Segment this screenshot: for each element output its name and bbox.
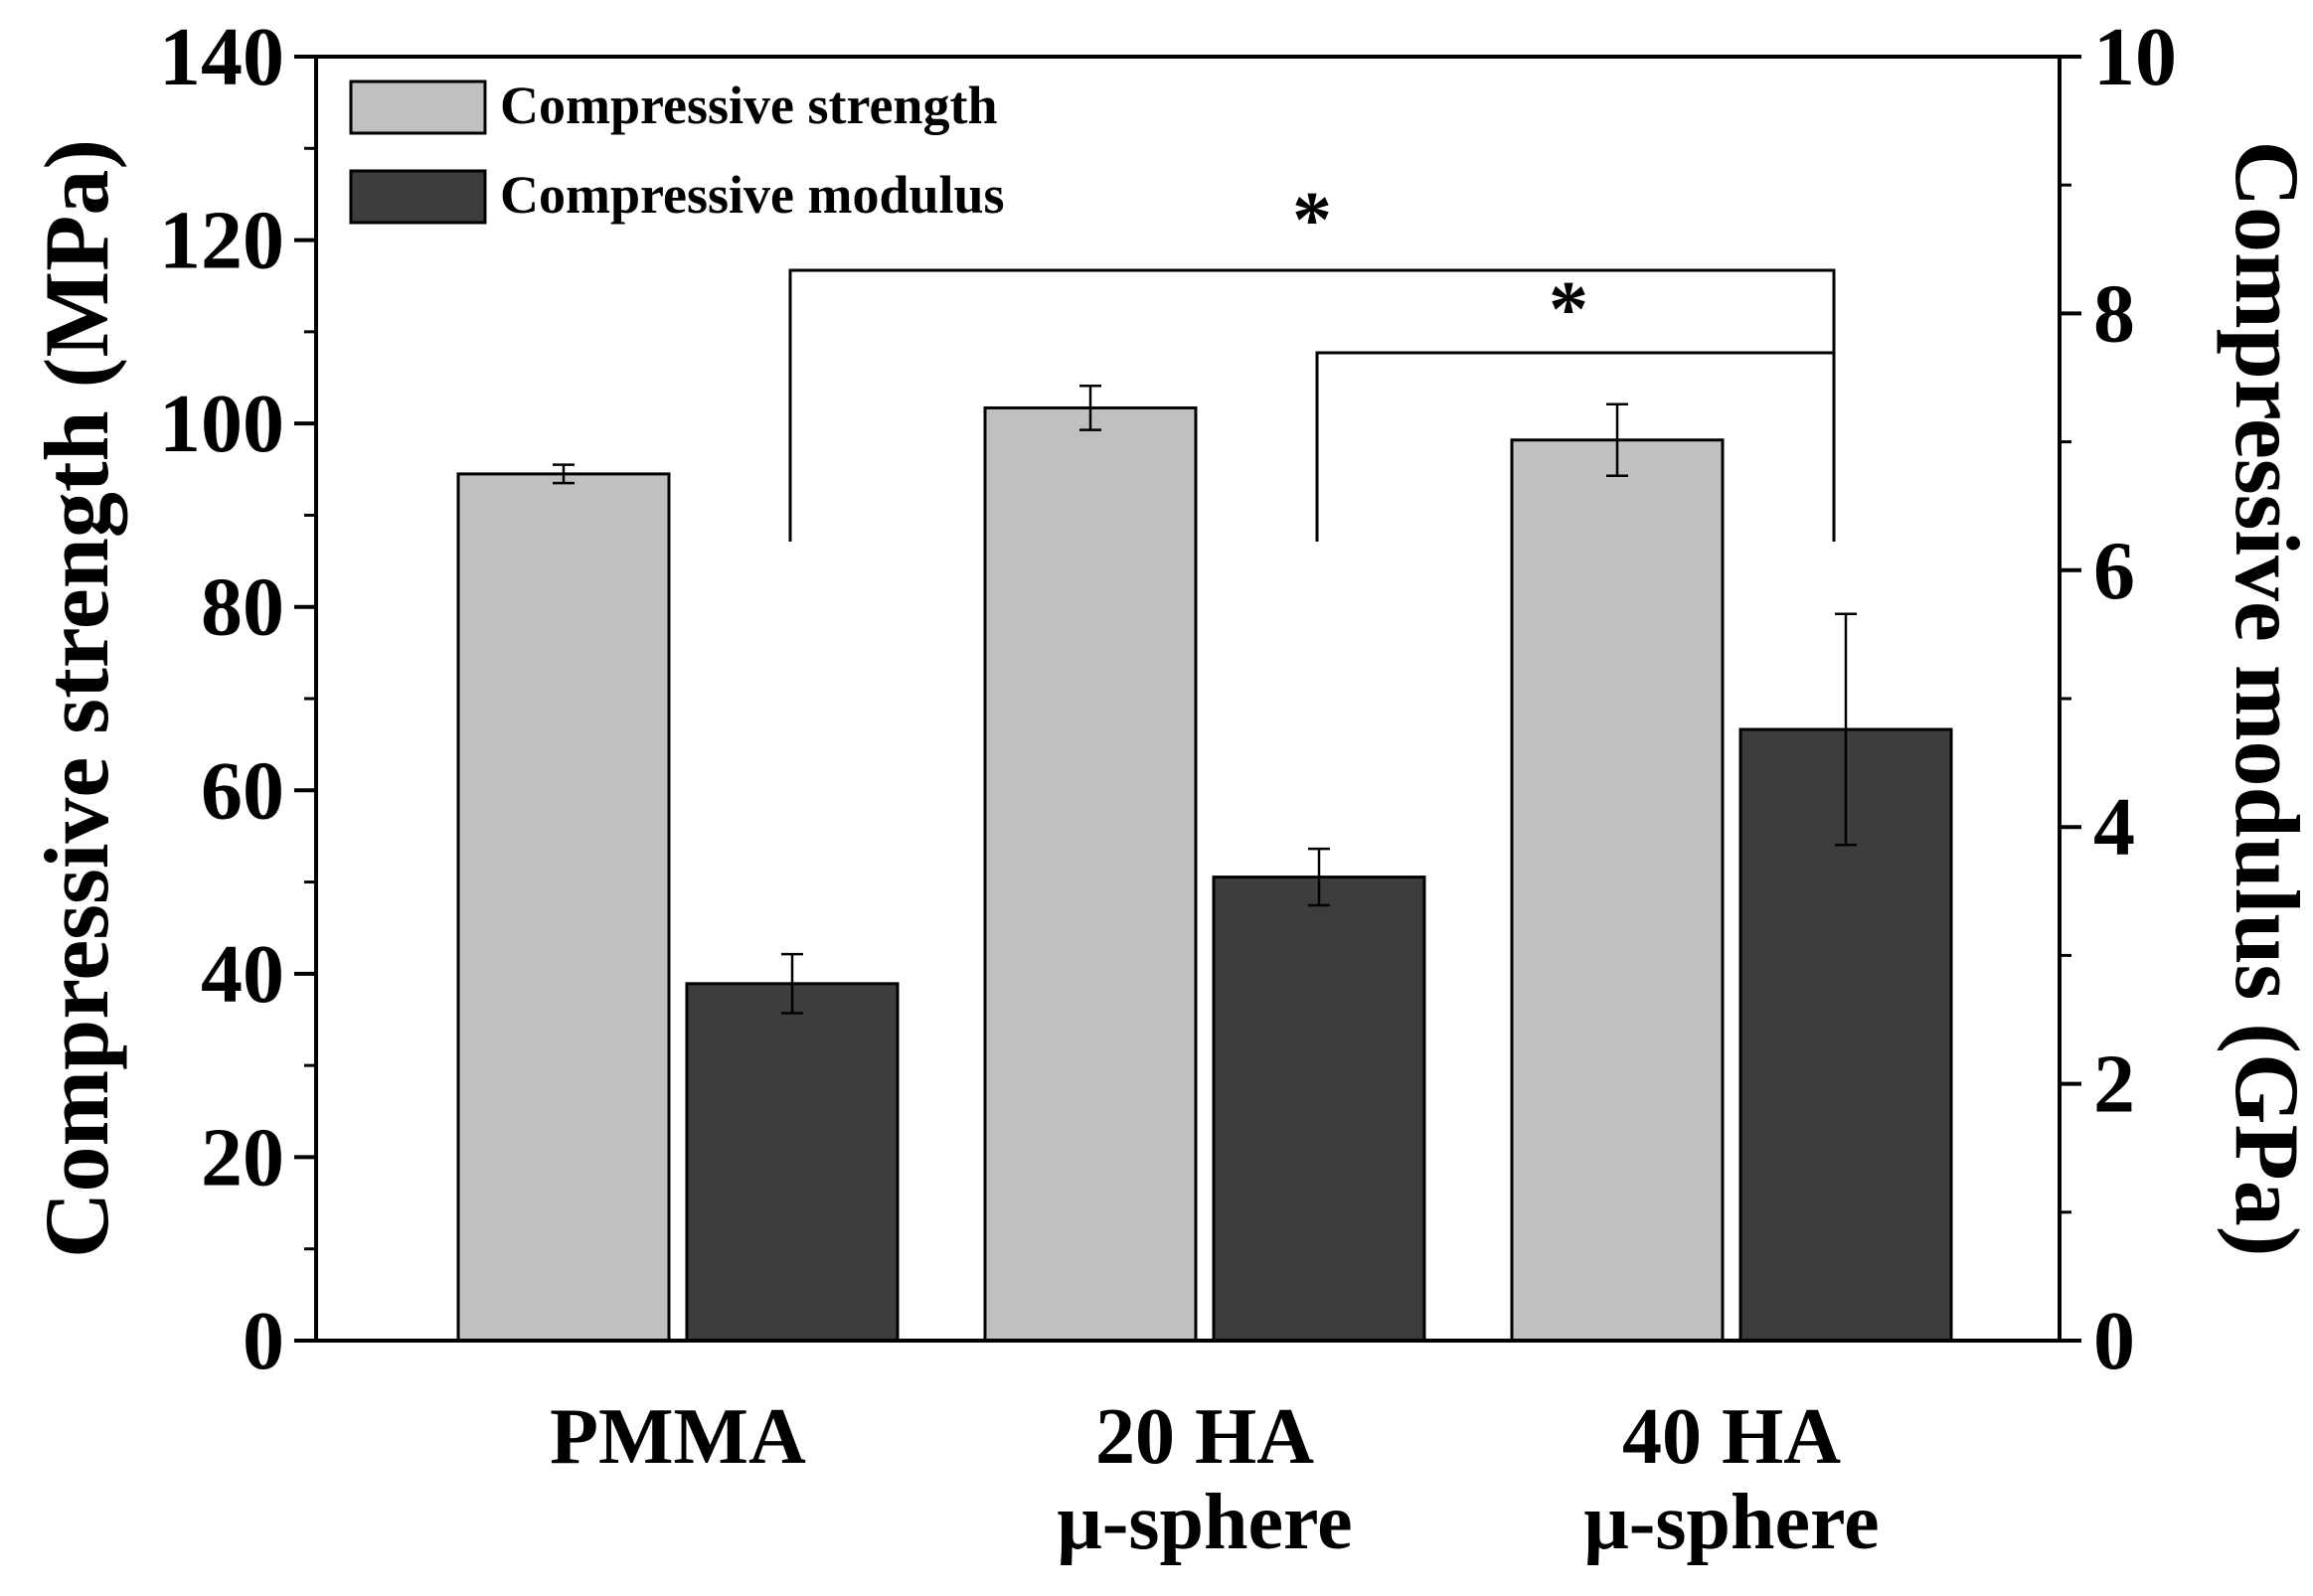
bar-strength-0 — [456, 472, 671, 1343]
x-category-label: 20 HA — [1095, 1393, 1314, 1481]
significance-bracket-1 — [1315, 351, 1836, 542]
y-tick-label: 20 — [201, 1111, 284, 1203]
y-axis-title: Compressive strength (MPa) — [26, 139, 127, 1258]
significance-star: * — [1549, 266, 1588, 354]
x-category-label: μ-sphere — [1583, 1479, 1879, 1566]
y2-tick-label: 6 — [2093, 525, 2135, 617]
x-category-label: PMMA — [550, 1393, 806, 1481]
y2-axis-title: Compressive modulus (GPa) — [2217, 141, 2313, 1257]
y-tick-label: 0 — [243, 1295, 284, 1387]
y-tick-label: 120 — [159, 195, 284, 287]
bar-strength-2 — [1510, 438, 1725, 1343]
y2-tick-label: 0 — [2093, 1295, 2135, 1387]
y2-tick-label: 8 — [2093, 267, 2135, 360]
x-category-label: μ-sphere — [1057, 1479, 1352, 1566]
legend-label: Compressive modulus — [500, 165, 1005, 225]
legend-label: Compressive strength — [500, 76, 997, 135]
bar-strength-1 — [983, 405, 1198, 1343]
bar-modulus-1 — [1212, 876, 1426, 1343]
significance-star: * — [1292, 177, 1332, 264]
y-tick-label: 80 — [201, 561, 284, 654]
y-tick-label: 100 — [159, 378, 284, 470]
y2-tick-label: 4 — [2093, 781, 2135, 874]
y2-tick-label: 2 — [2093, 1038, 2135, 1131]
x-category-label: 40 HA — [1622, 1393, 1841, 1481]
y2-tick-label: 10 — [2093, 11, 2177, 103]
legend-swatch-strength — [349, 80, 487, 135]
y-tick-label: 40 — [201, 928, 284, 1021]
y-tick-label: 60 — [201, 744, 284, 837]
legend-swatch-modulus — [349, 169, 487, 225]
y-tick-label: 140 — [159, 11, 284, 103]
bar-modulus-0 — [685, 982, 900, 1343]
